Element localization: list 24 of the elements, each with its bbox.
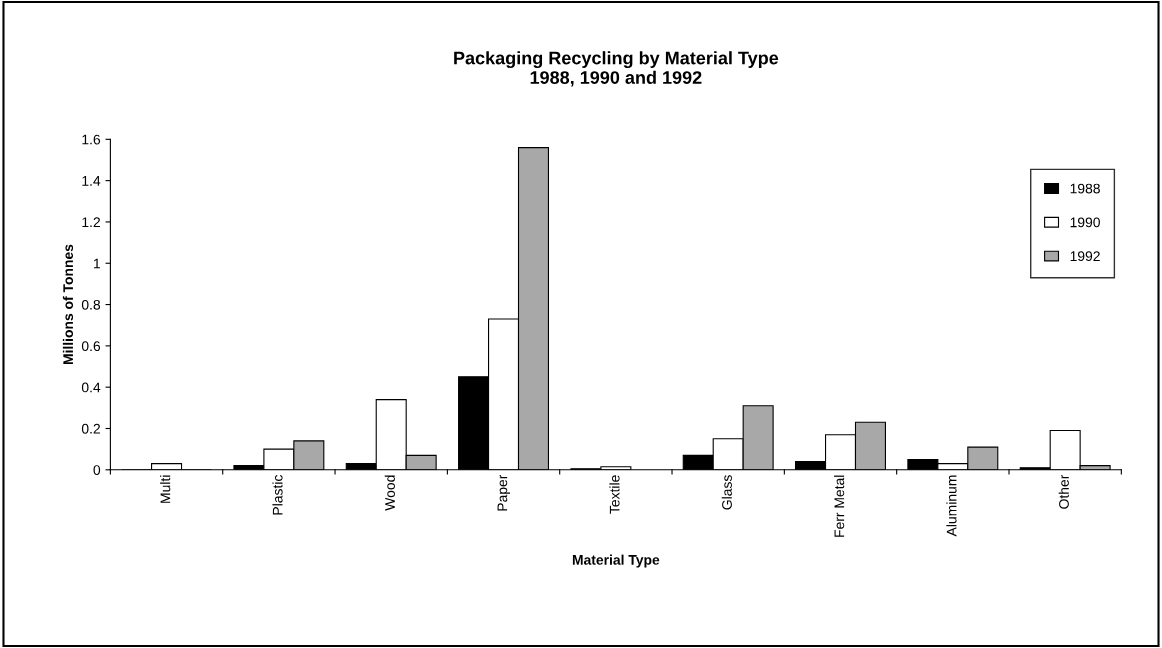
chart-title: Packaging Recycling by Material Type 1988, 1990 and 1992 bbox=[454, 51, 779, 87]
x-tick-label: Aluminum bbox=[946, 475, 957, 537]
x-tick-label: Wood bbox=[384, 475, 395, 511]
x-axis-title: Material Type bbox=[572, 554, 660, 568]
y-axis-title: Millions of Tonnes bbox=[62, 244, 74, 365]
y-tick-label: 0.4 bbox=[81, 382, 101, 393]
y-tick-label: 0.2 bbox=[81, 423, 100, 434]
legend-label: 1992 bbox=[1070, 251, 1100, 262]
x-tick-label: Paper bbox=[497, 474, 511, 511]
y-tick-label: 0 bbox=[93, 465, 101, 475]
legend-label: 1990 bbox=[1070, 217, 1100, 228]
y-tick-label: 0.8 bbox=[81, 299, 101, 310]
x-tick-label: Other bbox=[1058, 474, 1069, 509]
y-tick-label: 0.6 bbox=[81, 341, 101, 352]
x-tick-label: Glass bbox=[721, 475, 732, 510]
x-tick-label: Textile bbox=[609, 475, 620, 514]
x-tick-label: Plastic bbox=[272, 475, 283, 515]
y-tick-label: 1.4 bbox=[82, 176, 101, 186]
y-tick-label: 1 bbox=[94, 258, 100, 269]
x-tick-label: Multi bbox=[160, 475, 171, 503]
y-tick-label: 1.6 bbox=[82, 134, 101, 145]
x-tick-label: Ferr Metal bbox=[834, 475, 845, 537]
legend-label: 1988 bbox=[1070, 183, 1100, 194]
y-tick-label: 1.2 bbox=[82, 217, 100, 227]
